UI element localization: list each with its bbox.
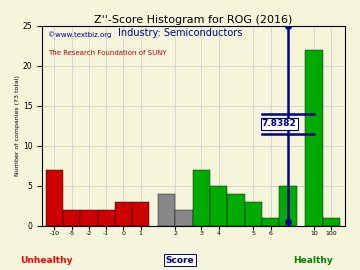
Bar: [262, 218, 279, 225]
Bar: [323, 218, 340, 225]
Bar: [244, 202, 262, 225]
Bar: [210, 185, 227, 225]
Bar: [46, 170, 63, 225]
Bar: [115, 202, 132, 225]
Text: Unhealthy: Unhealthy: [21, 256, 73, 265]
Text: Industry: Semiconductors: Industry: Semiconductors: [118, 28, 242, 38]
Text: ©www.textbiz.org: ©www.textbiz.org: [48, 32, 112, 38]
Text: 7.8382: 7.8382: [262, 119, 297, 128]
Bar: [279, 185, 297, 225]
Text: Healthy: Healthy: [293, 256, 333, 265]
Bar: [158, 194, 175, 225]
Bar: [80, 210, 98, 225]
Y-axis label: Number of companies (73 total): Number of companies (73 total): [15, 75, 20, 176]
Title: Z''-Score Histogram for ROG (2016): Z''-Score Histogram for ROG (2016): [94, 15, 293, 25]
Bar: [175, 210, 193, 225]
Bar: [63, 210, 80, 225]
Text: The Research Foundation of SUNY: The Research Foundation of SUNY: [48, 50, 167, 56]
Bar: [132, 202, 149, 225]
Text: Score: Score: [166, 256, 194, 265]
Bar: [305, 50, 323, 225]
Bar: [98, 210, 115, 225]
Bar: [193, 170, 210, 225]
Bar: [227, 194, 244, 225]
